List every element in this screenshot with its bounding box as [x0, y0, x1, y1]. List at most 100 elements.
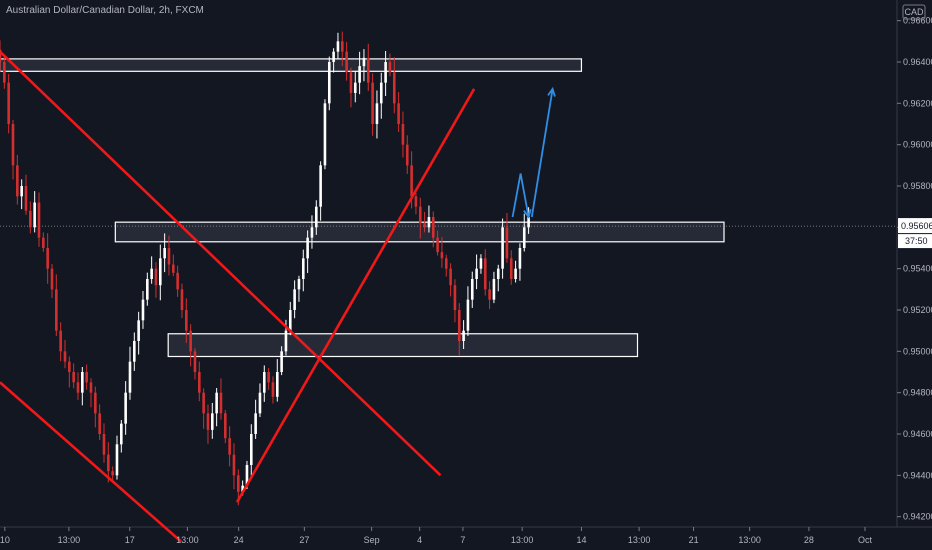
- candle-body: [301, 258, 305, 279]
- candle-body: [284, 330, 288, 352]
- candle-body: [146, 279, 149, 300]
- candle-body: [288, 310, 292, 331]
- candle-body: [436, 237, 439, 253]
- candle-body: [457, 310, 461, 341]
- candle-body: [275, 372, 279, 397]
- x-tick-label: 7: [460, 535, 465, 545]
- candle-body: [392, 72, 396, 104]
- candle-body: [180, 289, 184, 310]
- x-tick-label: 27: [299, 535, 309, 545]
- candle-body: [483, 258, 487, 290]
- candle-body: [514, 268, 517, 279]
- candle-body: [0, 49, 2, 62]
- candle-body: [297, 279, 301, 290]
- projection-arrow-large: [530, 88, 554, 218]
- candle-body: [349, 72, 353, 93]
- candle-body: [444, 258, 448, 269]
- candle-body: [98, 413, 101, 434]
- candle-body: [7, 82, 10, 124]
- x-tick-label: 13:00: [511, 535, 534, 545]
- x-tick-label: 10: [0, 535, 10, 545]
- candle-body: [496, 268, 500, 279]
- candle-body: [59, 330, 62, 352]
- x-tick-label: 13:00: [176, 535, 199, 545]
- candle-body: [267, 372, 270, 383]
- candle-body: [353, 82, 357, 93]
- candle-body: [362, 57, 366, 67]
- candle-body: [258, 392, 262, 414]
- candle-body: [501, 227, 504, 269]
- candle-body: [102, 434, 106, 455]
- candle-body: [527, 217, 530, 228]
- rising-trend-line: [235, 88, 476, 503]
- candle-body: [206, 413, 210, 430]
- y-tick-label: 0.94200: [903, 512, 932, 522]
- candle-body: [470, 279, 474, 300]
- channel-lower-line: [0, 381, 182, 543]
- candle-body: [254, 413, 257, 434]
- candle-body: [50, 268, 54, 290]
- candle-body: [323, 103, 327, 166]
- candle-body: [358, 66, 361, 83]
- x-tick-label: 13:00: [628, 535, 651, 545]
- candle-body: [20, 186, 23, 197]
- candle-body: [46, 248, 49, 269]
- candle-body: [185, 310, 188, 331]
- candle-body: [440, 252, 444, 259]
- candle-body: [76, 382, 80, 393]
- candle-body: [115, 444, 119, 476]
- candle-body: [11, 124, 15, 166]
- candle-body: [16, 165, 19, 197]
- candle-body: [388, 62, 392, 73]
- candle-body: [176, 272, 179, 290]
- candle-body: [215, 392, 218, 414]
- candle-body: [462, 330, 465, 341]
- candle-body: [42, 237, 45, 248]
- x-tick-label: 17: [125, 535, 135, 545]
- candle-body: [63, 351, 67, 362]
- chart-title: Australian Dollar/Canadian Dollar, 2h, F…: [6, 5, 204, 16]
- candle-body: [371, 82, 374, 124]
- candle-body: [128, 361, 132, 393]
- candle-body: [219, 392, 223, 414]
- x-tick-label: 21: [689, 535, 699, 545]
- candle-body: [449, 268, 452, 286]
- candle-body: [475, 268, 478, 279]
- candle-body: [137, 320, 140, 341]
- candle-body: [111, 471, 114, 476]
- projection-arrow-small-head: [523, 209, 532, 220]
- resistance-zone: [0, 58, 583, 72]
- candle-body: [245, 465, 249, 486]
- candle-body: [141, 299, 145, 321]
- candle-body: [72, 372, 75, 383]
- candle-body: [211, 413, 214, 430]
- candle-body: [193, 351, 197, 372]
- x-tick-label: Sep: [364, 535, 380, 545]
- candle-body: [410, 165, 413, 197]
- candle-body: [3, 62, 6, 83]
- candle-body: [379, 82, 383, 104]
- x-tick-label: 28: [804, 535, 814, 545]
- countdown-box: [898, 234, 932, 249]
- candle-body: [124, 392, 127, 424]
- candle-body: [397, 103, 400, 124]
- candle-body: [375, 103, 379, 124]
- candle-body: [319, 165, 322, 207]
- candle-body: [271, 382, 275, 397]
- candle-body: [427, 217, 431, 228]
- candle-body: [405, 144, 409, 166]
- candle-body: [55, 289, 58, 331]
- candle-body: [327, 62, 331, 104]
- candle-body: [522, 227, 526, 248]
- candle-body: [159, 258, 162, 286]
- currency-badge-box: [902, 4, 926, 20]
